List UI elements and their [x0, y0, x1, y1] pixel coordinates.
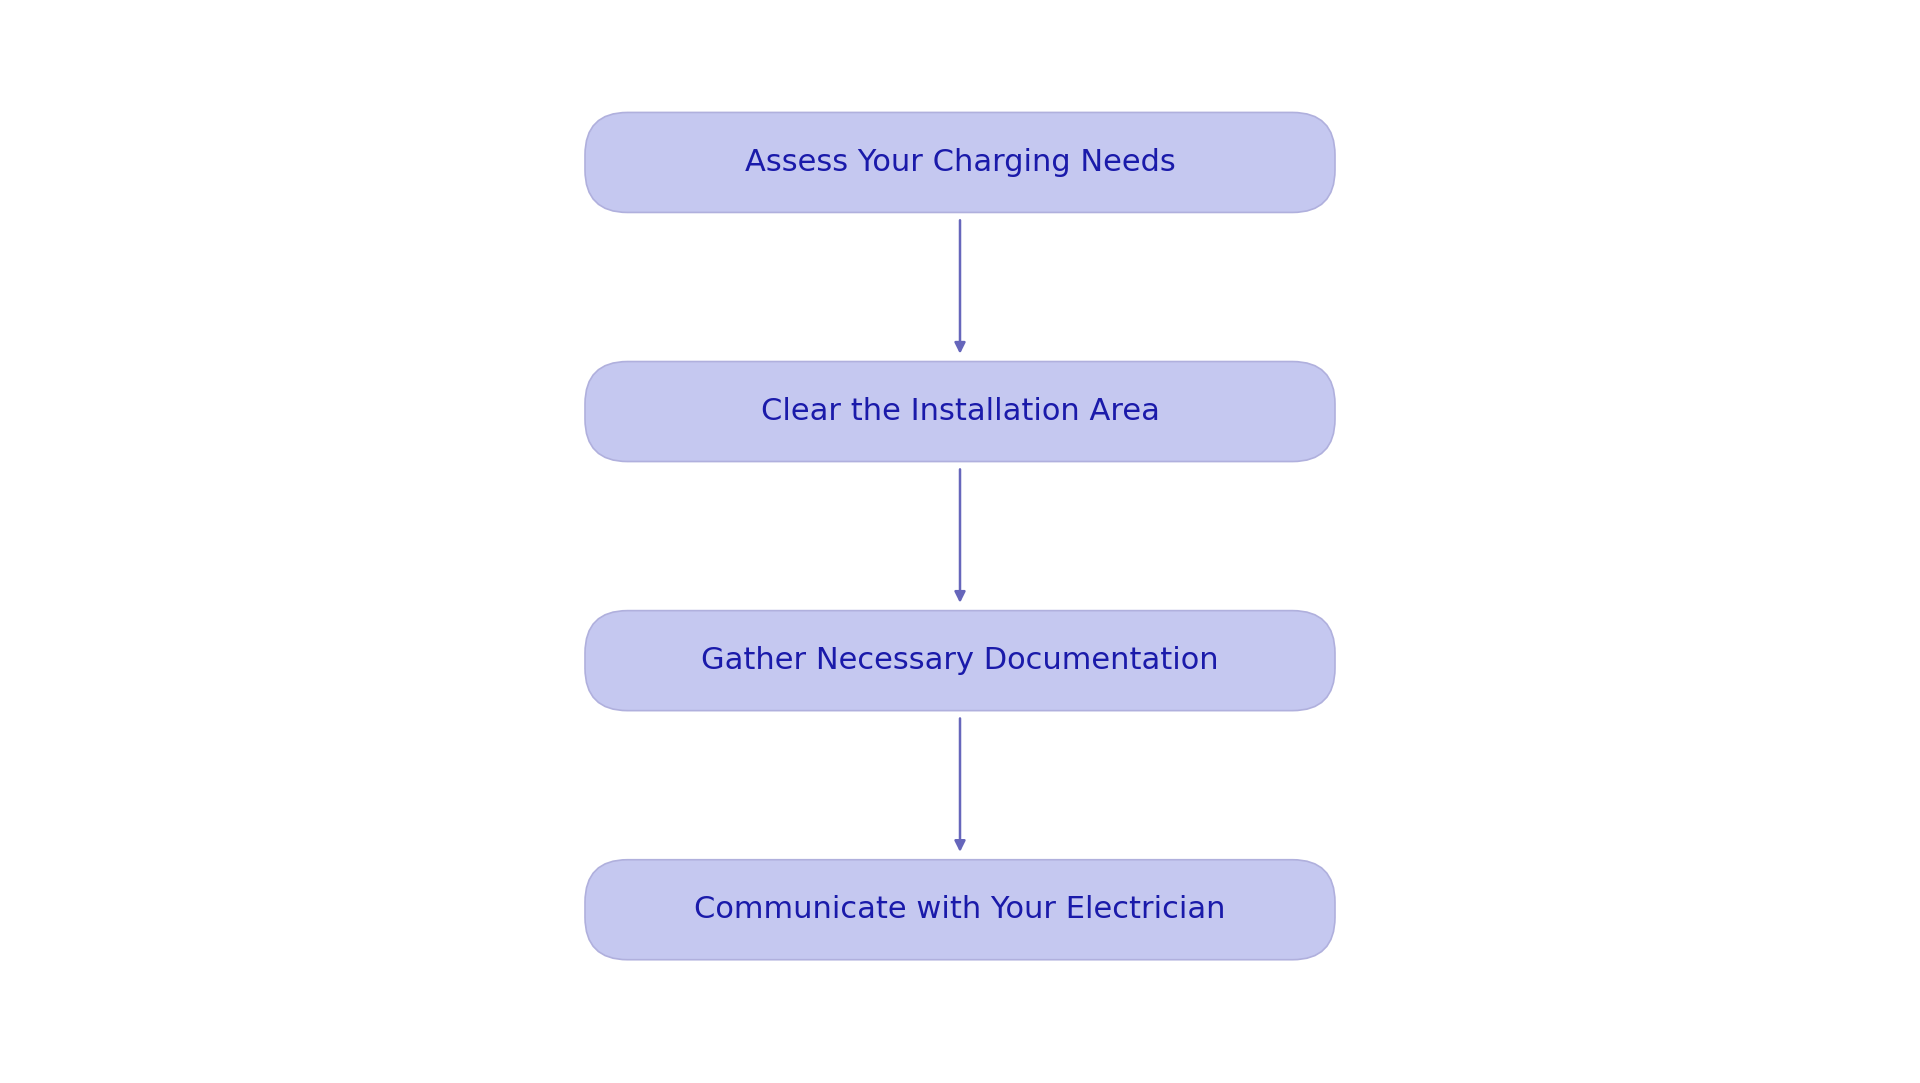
- FancyBboxPatch shape: [586, 860, 1334, 960]
- FancyBboxPatch shape: [586, 362, 1334, 461]
- FancyBboxPatch shape: [586, 611, 1334, 710]
- Text: Communicate with Your Electrician: Communicate with Your Electrician: [695, 896, 1225, 924]
- FancyBboxPatch shape: [586, 113, 1334, 212]
- Text: Assess Your Charging Needs: Assess Your Charging Needs: [745, 148, 1175, 177]
- Text: Clear the Installation Area: Clear the Installation Area: [760, 397, 1160, 426]
- Text: Gather Necessary Documentation: Gather Necessary Documentation: [701, 647, 1219, 675]
